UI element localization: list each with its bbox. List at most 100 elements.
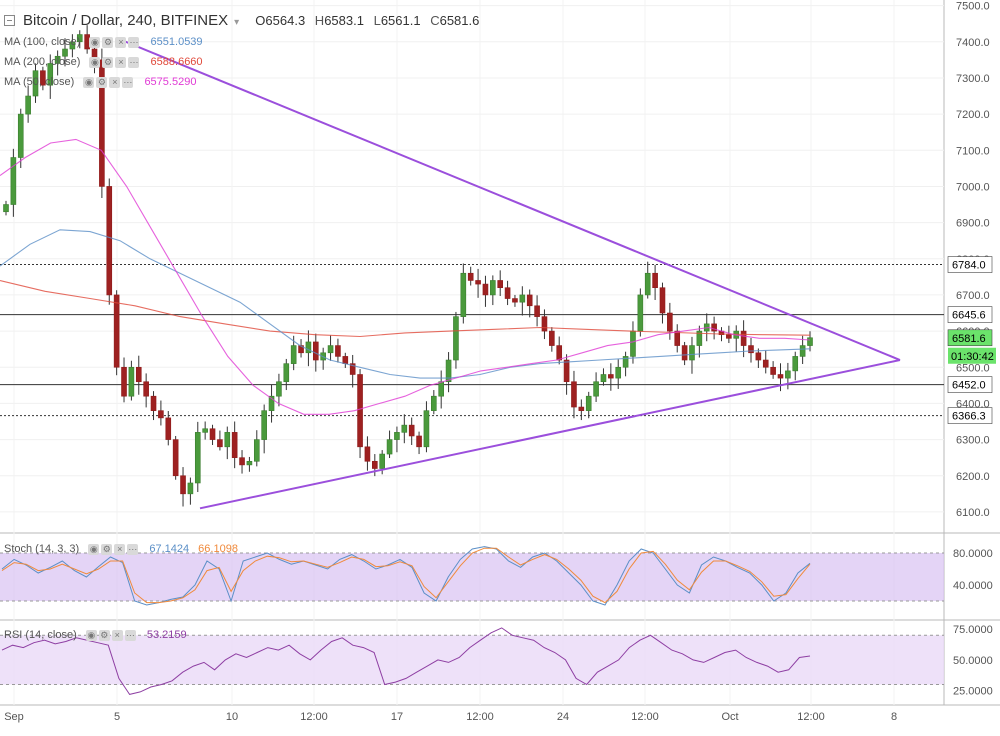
candle-body [667, 312, 673, 332]
time-tick-label: 24 [557, 711, 569, 723]
candle-body [121, 366, 127, 397]
eye-icon[interactable]: ◉ [89, 57, 101, 69]
candle-body [217, 439, 223, 448]
ma50-legend[interactable]: MA (50, close) ◉ ⚙ × ⋯ 6575.5290 [4, 76, 196, 89]
candle-body [541, 316, 548, 332]
ohlc-readout: O6564.3 H6583.1 L6561.1 C6581.6 [255, 13, 479, 28]
candle-body [696, 330, 703, 346]
candle-body [438, 381, 444, 397]
time-tick-label: 12:00 [631, 711, 659, 723]
stoch-tick-label: 80.0000 [953, 548, 993, 560]
gear-icon[interactable]: ⚙ [98, 630, 110, 642]
chevron-down-icon[interactable]: ▾ [234, 17, 240, 28]
price-tick-label: 7300.0 [956, 73, 990, 85]
candle-body [202, 428, 208, 433]
ma100-legend[interactable]: MA (100, close) ◉ ⚙ × ⋯ 6551.0539 [4, 36, 203, 49]
gear-icon[interactable]: ⚙ [102, 37, 114, 49]
gear-icon[interactable]: ⚙ [102, 57, 114, 69]
triangle-upper-trendline [116, 37, 901, 361]
candle-body [578, 406, 585, 411]
stoch-series-line [1, 547, 811, 604]
candle-body [674, 330, 681, 346]
close-label: C [430, 13, 440, 28]
eye-icon[interactable]: ◉ [83, 77, 95, 89]
candle-body [276, 381, 282, 397]
eye-icon[interactable]: ◉ [85, 630, 97, 642]
candle-body [224, 432, 231, 448]
more-icon[interactable]: ⋯ [128, 37, 140, 49]
candle-body [357, 374, 363, 448]
candle-body [608, 374, 614, 379]
candle-body [128, 366, 135, 397]
candle-body [290, 345, 297, 364]
candle-body [283, 363, 290, 383]
candle-body [792, 356, 799, 372]
candle-body [563, 359, 570, 383]
candle-body [755, 352, 762, 361]
ma200-legend[interactable]: MA (200, close) ◉ ⚙ × ⋯ 6588.6660 [4, 56, 203, 69]
candle-body [534, 305, 540, 317]
resistance-tag-text: 6645.6 [952, 310, 986, 322]
eye-icon[interactable]: ◉ [89, 37, 101, 49]
rsi-tick-label: 75.0000 [953, 624, 993, 636]
price-tick-label: 7500.0 [956, 1, 990, 13]
support-tag-text: 6452.0 [952, 380, 986, 392]
close-icon[interactable]: × [114, 544, 126, 556]
ma100-line [0, 229, 811, 379]
stoch-legend[interactable]: Stoch (14, 3, 3) ◉ ⚙ × ⋯ 67.1424 66.1098 [4, 543, 238, 556]
candle-body [106, 186, 113, 296]
time-tick-label: 8 [891, 711, 897, 723]
low-label: L [373, 13, 381, 28]
ma50-controls[interactable]: ◉ ⚙ × ⋯ [83, 76, 135, 89]
candle-body [475, 280, 481, 285]
gear-icon[interactable]: ⚙ [101, 544, 113, 556]
stoch-band [0, 553, 944, 601]
close-icon[interactable]: × [115, 37, 127, 49]
candle-body [799, 345, 806, 357]
candle-body [40, 70, 46, 86]
stoch-controls[interactable]: ◉ ⚙ × ⋯ [88, 543, 140, 556]
ma200-value: 6588.6660 [150, 56, 203, 68]
ma200-controls[interactable]: ◉ ⚙ × ⋯ [89, 56, 141, 69]
eye-icon[interactable]: ◉ [88, 544, 100, 556]
price-tick-label: 6100.0 [956, 507, 990, 519]
rsi-tick-label: 25.0000 [953, 686, 993, 698]
close-icon[interactable]: × [109, 77, 121, 89]
close-icon[interactable]: × [115, 57, 127, 69]
candle-body [268, 395, 275, 411]
more-icon[interactable]: ⋯ [127, 544, 139, 556]
candle-body [150, 395, 157, 411]
rsi-series-line [1, 627, 811, 695]
rsi-tick-label: 50.0000 [953, 655, 993, 667]
rsi-legend[interactable]: RSI (14, close) ◉ ⚙ × ⋯ 53.2159 [4, 629, 187, 642]
more-icon[interactable]: ⋯ [122, 77, 134, 89]
candle-body [209, 428, 216, 440]
candle-body [231, 432, 238, 458]
candle-body [600, 374, 607, 383]
countdown-text: 01:30:42 [951, 351, 994, 363]
candle-body [143, 381, 149, 397]
candle-body [239, 457, 245, 466]
candle-body [748, 345, 754, 354]
candle-body [519, 294, 526, 303]
time-tick-label: Sep [4, 711, 24, 723]
candle-body [652, 272, 658, 288]
time-tick-label: 12:00 [466, 711, 494, 723]
ma50-line [0, 138, 811, 415]
collapse-icon[interactable] [4, 15, 15, 26]
ma100-value: 6551.0539 [150, 36, 203, 48]
more-icon[interactable]: ⋯ [128, 57, 140, 69]
symbol-title[interactable]: Bitcoin / Dollar, 240, BITFINEX [23, 12, 229, 29]
gear-icon[interactable]: ⚙ [96, 77, 108, 89]
rsi-controls[interactable]: ◉ ⚙ × ⋯ [85, 629, 138, 642]
candle-body [187, 482, 194, 495]
ma100-controls[interactable]: ◉ ⚙ × ⋯ [89, 36, 141, 49]
candle-body [467, 272, 474, 281]
close-icon[interactable]: × [111, 630, 123, 642]
ma100-label: MA (100, close) [4, 36, 81, 48]
candle-body [593, 381, 599, 397]
time-tick-label: 10 [226, 711, 238, 723]
more-icon[interactable]: ⋯ [124, 630, 136, 642]
